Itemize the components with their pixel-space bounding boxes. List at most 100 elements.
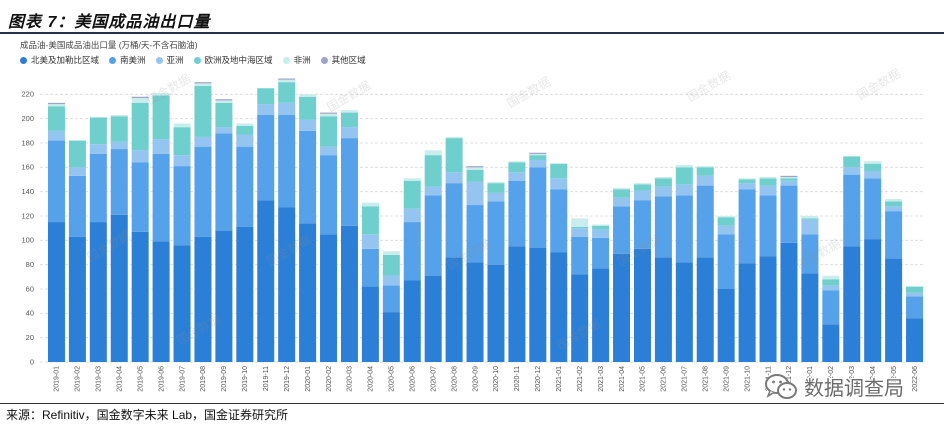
bar-stack xyxy=(89,117,107,362)
bar-segment-south-america xyxy=(131,162,149,232)
bar-segment-south-america xyxy=(278,115,296,208)
bar-segment-north-america-caribbean xyxy=(403,280,421,362)
bar-segment-europe-mediterranean xyxy=(529,155,547,161)
bar-stack xyxy=(738,178,756,362)
bar-stack xyxy=(110,115,128,362)
x-tick-label: 2019-03 xyxy=(96,366,103,392)
wechat-icon xyxy=(765,373,797,399)
legend-item-europe-mediterranean: 欧洲及地中海区域 xyxy=(193,54,273,66)
bar-segment-north-america-caribbean xyxy=(89,222,107,362)
bar-segment-south-america xyxy=(696,185,714,258)
bar-stack xyxy=(68,140,86,362)
bar-segment-north-america-caribbean xyxy=(738,263,756,362)
bar-stack xyxy=(236,123,254,362)
legend-dot-icon xyxy=(282,56,290,64)
bar-segment-south-america xyxy=(47,140,65,223)
bar-segment-north-america-caribbean xyxy=(382,312,400,362)
bar-segment-europe-mediterranean xyxy=(780,178,798,181)
bar-segment-europe-mediterranean xyxy=(633,184,651,191)
bar-segment-asia xyxy=(675,184,693,196)
bar-segment-north-america-caribbean xyxy=(906,318,924,362)
legend-label: 北美及加勒比区域 xyxy=(31,55,100,65)
bar-segment-asia xyxy=(68,167,86,176)
bar-stack xyxy=(278,78,296,362)
bar-segment-north-america-caribbean xyxy=(592,268,610,362)
bar-stack xyxy=(717,216,735,362)
bar-segment-europe-mediterranean xyxy=(885,201,903,207)
bar-segment-europe-mediterranean xyxy=(403,180,421,209)
bar-segment-north-america-caribbean xyxy=(131,231,149,362)
bar-segment-africa xyxy=(717,216,735,218)
bar-segment-north-america-caribbean xyxy=(278,207,296,362)
x-tick-label: 2020-12 xyxy=(535,366,542,392)
legend-label: 其他区域 xyxy=(331,55,366,65)
bar-stack xyxy=(508,161,526,362)
bar-segment-north-america-caribbean xyxy=(654,257,672,362)
bar-segment-south-america xyxy=(759,195,777,257)
bar-segment-north-america-caribbean xyxy=(340,225,358,362)
bar-segment-asia xyxy=(236,134,254,147)
bar-segment-other xyxy=(215,99,233,101)
x-tick-label: 2020-10 xyxy=(493,366,500,392)
bar-stack xyxy=(529,152,547,362)
bar-segment-south-america xyxy=(152,153,170,242)
bar-segment-south-america xyxy=(424,195,442,276)
bar-segment-other xyxy=(466,166,484,168)
x-tick-label: 2020-05 xyxy=(389,366,396,392)
bar-segment-south-america xyxy=(613,206,631,254)
bar-segment-north-america-caribbean xyxy=(508,246,526,362)
bar-segment-africa xyxy=(822,275,840,280)
bar-segment-asia xyxy=(299,119,317,131)
legend-dot-icon xyxy=(193,56,201,64)
bar-segment-south-america xyxy=(529,167,547,248)
legend-item-north-america-caribbean: 北美及加勒比区域 xyxy=(20,54,99,66)
bar-segment-asia xyxy=(696,175,714,186)
bar-segment-europe-mediterranean xyxy=(299,96,317,120)
bar-stack xyxy=(152,93,170,362)
bar-segment-africa xyxy=(759,177,777,179)
bar-stack xyxy=(257,88,275,362)
x-tick-label: 2020-02 xyxy=(326,366,333,392)
bar-stack xyxy=(696,166,714,362)
legend-dot-icon xyxy=(109,56,117,64)
x-tick-label: 2019-08 xyxy=(200,366,207,392)
bar-segment-asia xyxy=(320,146,338,156)
bar-segment-africa xyxy=(299,94,317,97)
bar-segment-africa xyxy=(654,177,672,179)
bar-segment-asia xyxy=(822,285,840,291)
bar-segment-asia xyxy=(424,186,442,196)
bar-segment-europe-mediterranean xyxy=(466,169,484,182)
y-tick-label: 40 xyxy=(26,309,34,318)
bar-segment-europe-mediterranean xyxy=(508,162,526,173)
bar-segment-africa xyxy=(738,178,756,180)
x-tick-label: 2021-10 xyxy=(744,366,751,392)
bar-stack xyxy=(675,164,693,362)
y-tick-label: 140 xyxy=(21,187,34,196)
bar-segment-africa xyxy=(466,167,484,170)
bar-segment-africa xyxy=(675,164,693,168)
bar-segment-north-america-caribbean xyxy=(361,286,379,362)
bar-segment-south-america xyxy=(864,178,882,240)
bar-segment-south-america xyxy=(173,166,191,246)
bar-stack xyxy=(194,82,212,362)
bar-segment-africa xyxy=(424,150,442,156)
bar-segment-south-america xyxy=(110,149,128,215)
repeat-watermark: 国金数据 xyxy=(684,68,733,105)
bar-segment-asia xyxy=(906,292,924,297)
legend-label: 欧洲及地中海区域 xyxy=(204,55,273,65)
bar-segment-south-america xyxy=(633,200,651,249)
bar-stack xyxy=(906,286,924,362)
bar-segment-asia xyxy=(592,229,610,238)
bar-segment-north-america-caribbean xyxy=(550,252,568,362)
bar-segment-africa xyxy=(340,110,358,113)
bar-segment-asia xyxy=(152,139,170,154)
bar-segment-europe-mediterranean xyxy=(487,183,505,193)
bar-segment-south-america xyxy=(738,189,756,264)
bar-segment-europe-mediterranean xyxy=(68,140,86,168)
bar-segment-south-america xyxy=(780,185,798,243)
bar-segment-south-america xyxy=(801,234,819,274)
x-tick-label: 2020-07 xyxy=(430,366,437,392)
bar-segment-europe-mediterranean xyxy=(361,206,379,235)
bar-segment-south-america xyxy=(717,234,735,289)
x-tick-label: 2022-01 xyxy=(807,366,814,392)
